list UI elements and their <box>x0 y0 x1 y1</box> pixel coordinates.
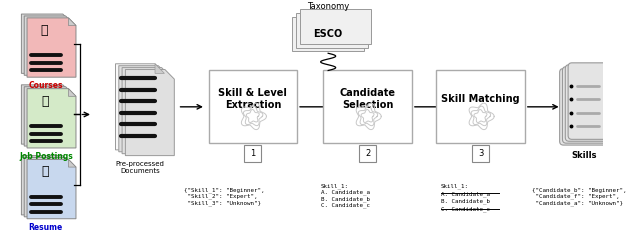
FancyBboxPatch shape <box>563 67 611 143</box>
Text: B. Candidate_b: B. Candidate_b <box>441 199 490 204</box>
Text: Skill_1:: Skill_1: <box>441 183 469 189</box>
Polygon shape <box>21 85 70 144</box>
FancyBboxPatch shape <box>359 145 376 162</box>
FancyBboxPatch shape <box>300 9 371 44</box>
Text: 👤: 👤 <box>41 165 49 178</box>
Text: Job Postings: Job Postings <box>19 152 73 161</box>
Polygon shape <box>115 64 164 150</box>
Polygon shape <box>24 158 73 217</box>
FancyBboxPatch shape <box>296 13 368 48</box>
Polygon shape <box>155 64 164 73</box>
Polygon shape <box>24 87 73 146</box>
Text: 2: 2 <box>365 149 371 158</box>
Text: Skills: Skills <box>572 151 597 160</box>
FancyBboxPatch shape <box>292 17 364 51</box>
Text: ESCO: ESCO <box>314 29 343 39</box>
Polygon shape <box>27 89 76 148</box>
FancyBboxPatch shape <box>568 63 617 139</box>
FancyBboxPatch shape <box>472 145 489 162</box>
Polygon shape <box>21 14 70 73</box>
Polygon shape <box>27 18 76 77</box>
Text: Skill & Level
Extraction: Skill & Level Extraction <box>218 88 287 110</box>
FancyBboxPatch shape <box>559 69 609 145</box>
Polygon shape <box>122 68 171 154</box>
FancyBboxPatch shape <box>209 71 297 143</box>
Text: Pre-processed
Documents: Pre-processed Documents <box>116 161 164 174</box>
Text: 3: 3 <box>478 149 483 158</box>
Polygon shape <box>125 69 174 156</box>
Text: Skill Matching: Skill Matching <box>442 94 520 104</box>
Text: Skill_1:
A. Candidate_a
B. Candidate_b
C. Candidate_c: Skill_1: A. Candidate_a B. Candidate_b C… <box>321 183 370 208</box>
FancyBboxPatch shape <box>323 71 412 143</box>
Polygon shape <box>27 159 76 219</box>
Text: Courses: Courses <box>29 81 63 90</box>
FancyBboxPatch shape <box>565 65 614 141</box>
Text: Resume: Resume <box>29 223 63 232</box>
Polygon shape <box>68 89 76 96</box>
Text: {"Candidate_b": "Beginner",
 "Candidate_f": "Expert",
 "Candidate_a": "Unknown"}: {"Candidate_b": "Beginner", "Candidate_f… <box>532 187 627 206</box>
Text: Candidate
Selection: Candidate Selection <box>340 88 396 110</box>
Text: {"Skill_1": "Beginner",
 "Skill_2": "Expert",
 "Skill_3": "Unknown"}: {"Skill_1": "Beginner", "Skill_2": "Expe… <box>184 187 265 206</box>
Text: Taxonomy: Taxonomy <box>307 2 349 11</box>
FancyBboxPatch shape <box>244 145 261 162</box>
Polygon shape <box>119 66 168 152</box>
Polygon shape <box>68 159 76 167</box>
Polygon shape <box>68 18 76 26</box>
Text: A. Candidate_a: A. Candidate_a <box>441 191 490 197</box>
Text: C. Candidate_c: C. Candidate_c <box>441 206 490 212</box>
Polygon shape <box>24 16 73 75</box>
Polygon shape <box>21 156 70 215</box>
Text: 🎓: 🎓 <box>40 24 48 37</box>
Text: 🔍: 🔍 <box>41 95 49 108</box>
Text: 1: 1 <box>250 149 255 158</box>
FancyBboxPatch shape <box>436 71 525 143</box>
